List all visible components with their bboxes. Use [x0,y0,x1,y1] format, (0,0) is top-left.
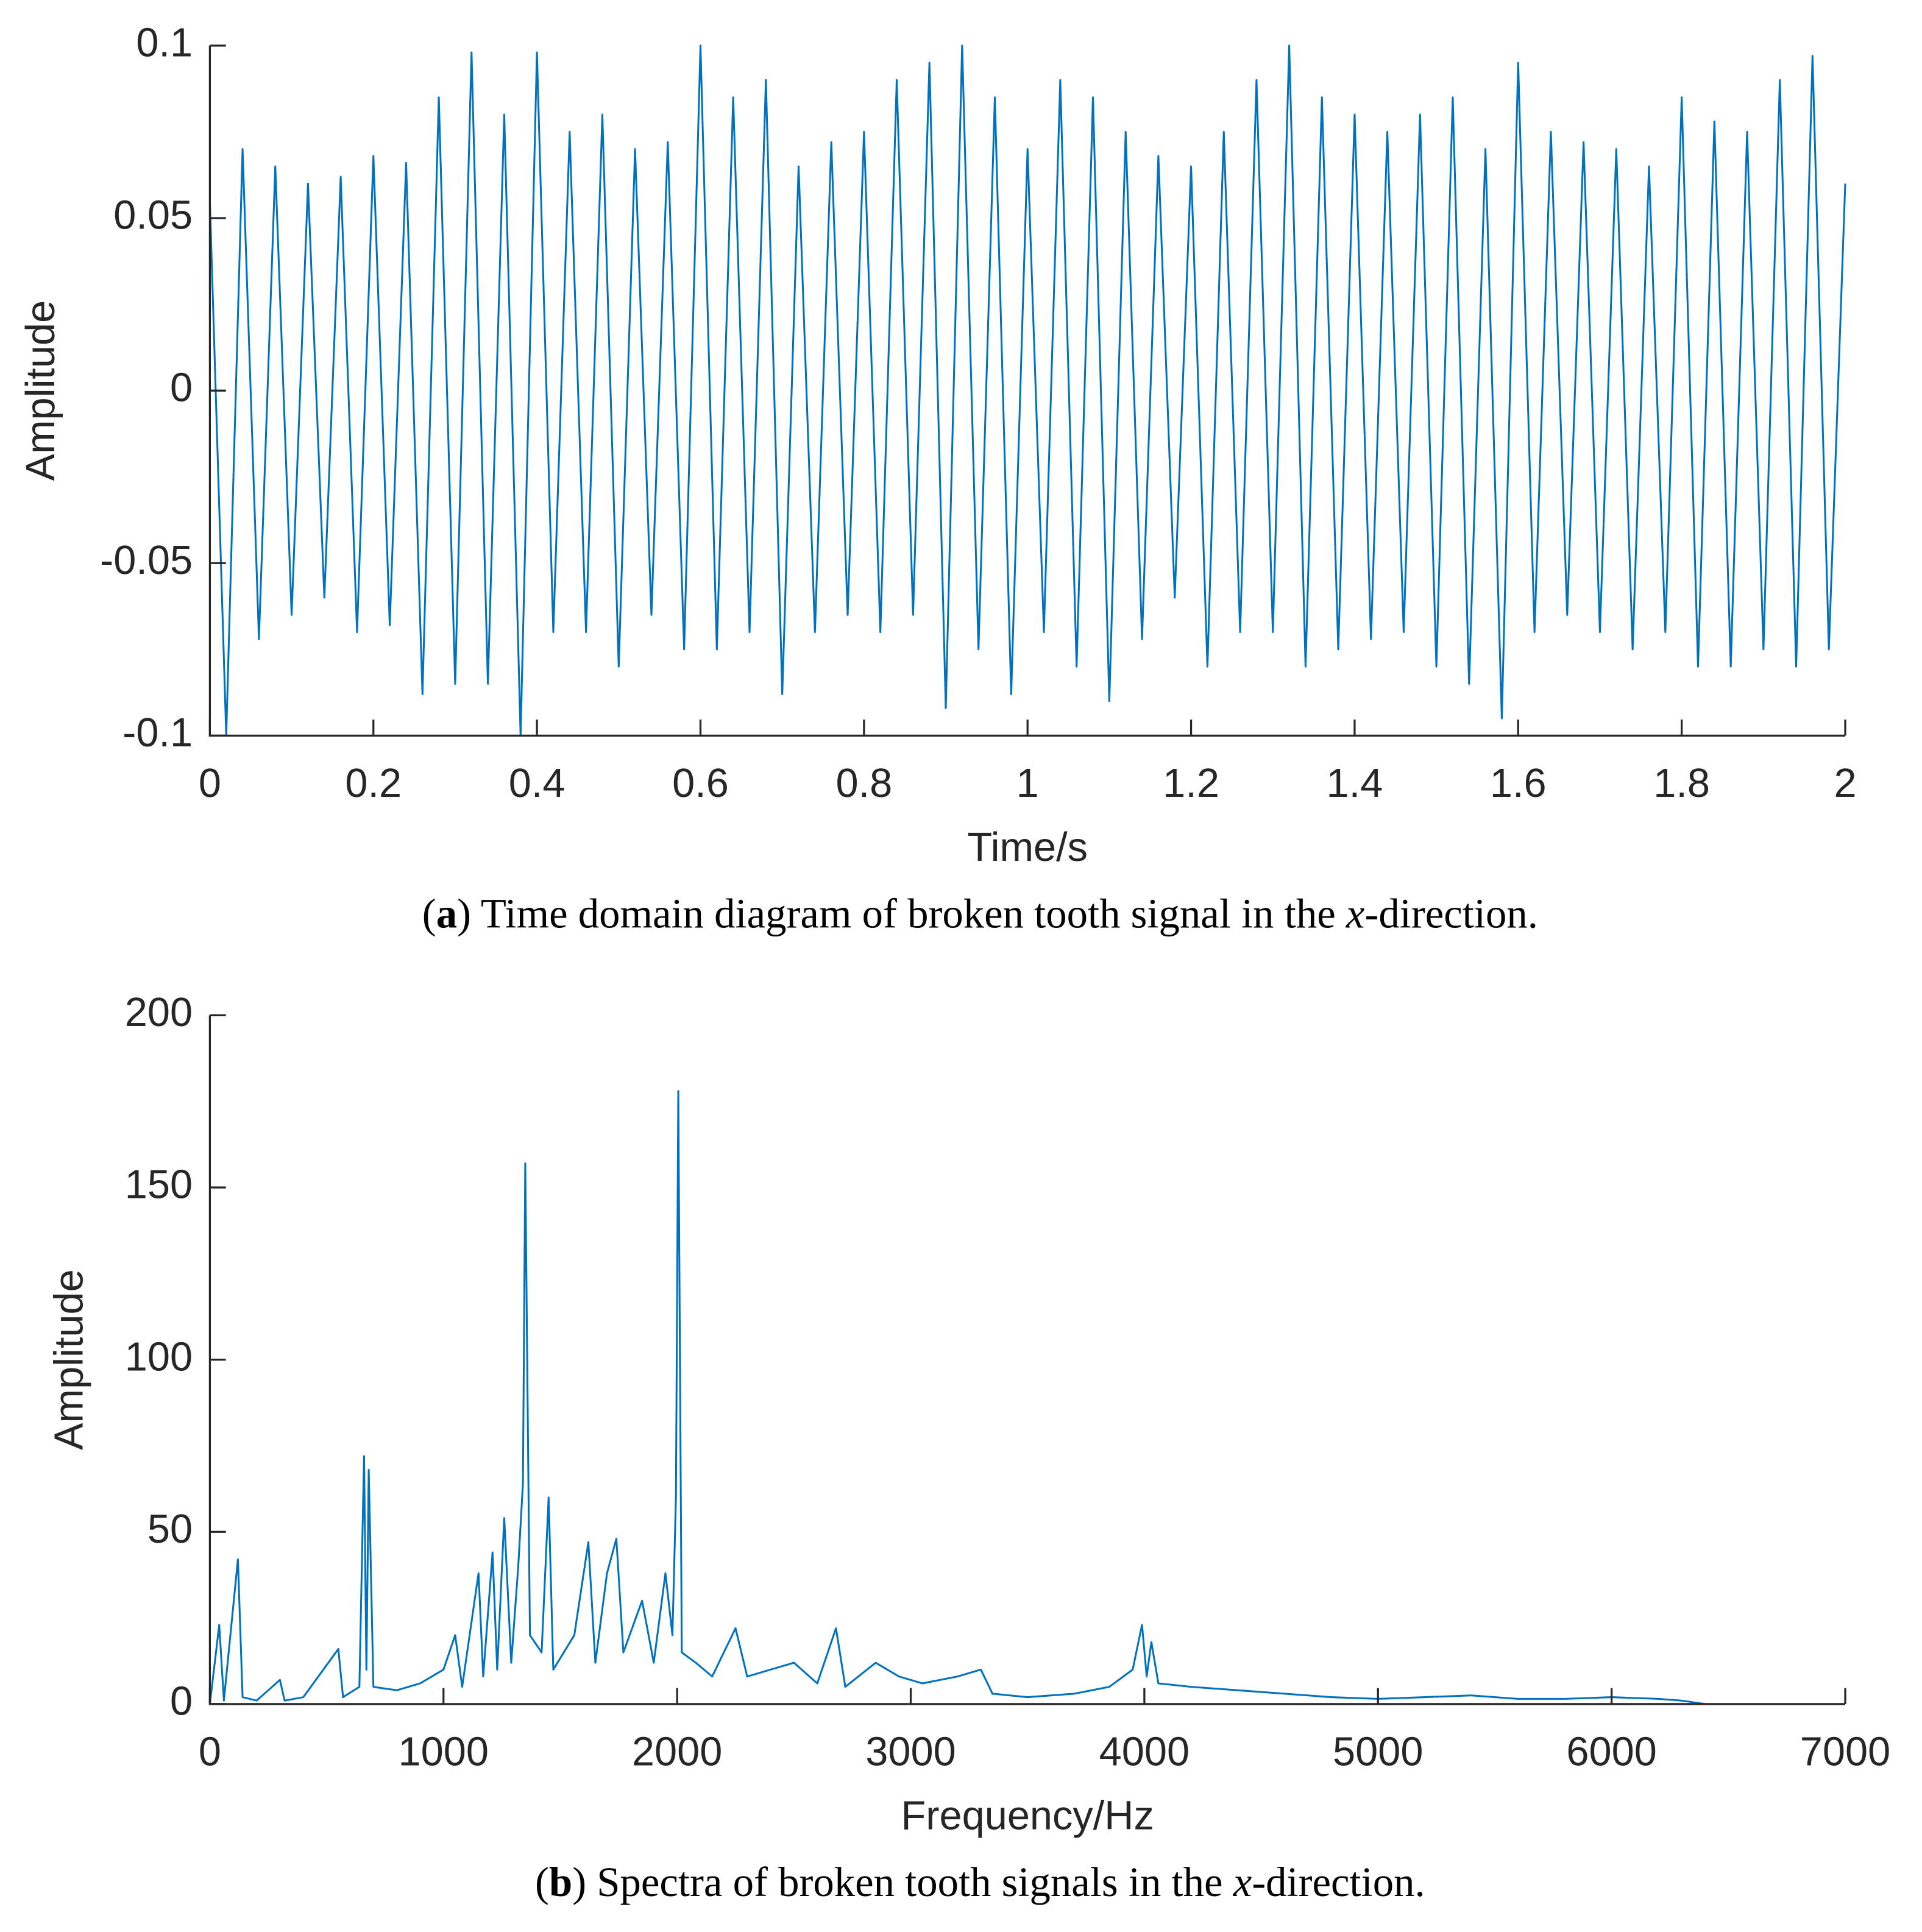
caption-part: ) Time domain diagram of broken tooth si… [457,890,1346,936]
y-axis-label: Amplitude [47,1269,92,1450]
x-axis-label: Time/s [967,825,1088,870]
signal-line [208,44,1846,737]
caption-part: ( [422,890,436,936]
signal-line [208,1090,1706,1705]
y-tick-label: -0.1 [122,710,193,755]
y-tick-label: 0.1 [136,20,193,65]
x-tick-label: 5000 [1333,1729,1423,1774]
caption: (b) Spectra of broken tooth signals in t… [535,1859,1425,1905]
caption-part: b [549,1859,572,1905]
x-tick-label: 1.2 [1163,761,1219,806]
x-tick-label: 1.8 [1653,761,1710,806]
caption: (a) Time domain diagram of broken tooth … [422,890,1538,936]
caption-part: ) Spectra of broken tooth signals in the [572,1859,1233,1905]
y-tick-label: 0 [170,366,193,411]
y-tick-label: 0 [170,1679,193,1724]
caption-part: a [436,890,457,936]
y-tick-label: 100 [125,1334,193,1379]
y-tick-label: 200 [125,990,193,1035]
y-tick-label: 50 [147,1507,193,1552]
x-tick-label: 1.4 [1327,761,1383,806]
x-tick-label: 2000 [632,1729,722,1774]
x-tick-label: 3000 [865,1729,956,1774]
caption-part: ( [535,1859,549,1905]
x-axis-label: Frequency/Hz [901,1794,1154,1839]
x-tick-label: 1.6 [1490,761,1547,806]
x-tick-label: 6000 [1566,1729,1656,1774]
x-tick-label: 4000 [1099,1729,1190,1774]
y-tick-label: 0.05 [113,193,193,238]
caption-part: -direction. [1364,890,1537,936]
x-tick-label: 2 [1834,761,1856,806]
axes [208,1015,1846,1705]
caption-part: x [1233,1859,1252,1905]
x-tick-label: 1000 [399,1729,489,1774]
caption-part: x [1346,890,1365,936]
x-tick-label: 0.8 [835,761,892,806]
y-tick-label: -0.05 [100,538,193,583]
x-tick-label: 1 [1016,761,1039,806]
y-axis-label: Amplitude [18,300,63,481]
x-tick-label: 7000 [1800,1729,1890,1774]
x-tick-label: 0.4 [509,761,566,806]
y-tick-label: 150 [125,1162,193,1208]
caption-part: -direction. [1252,1859,1425,1905]
x-tick-label: 0 [199,1729,221,1774]
x-tick-label: 0 [199,761,221,806]
x-tick-label: 0.6 [672,761,729,806]
x-tick-label: 0.2 [345,761,402,806]
